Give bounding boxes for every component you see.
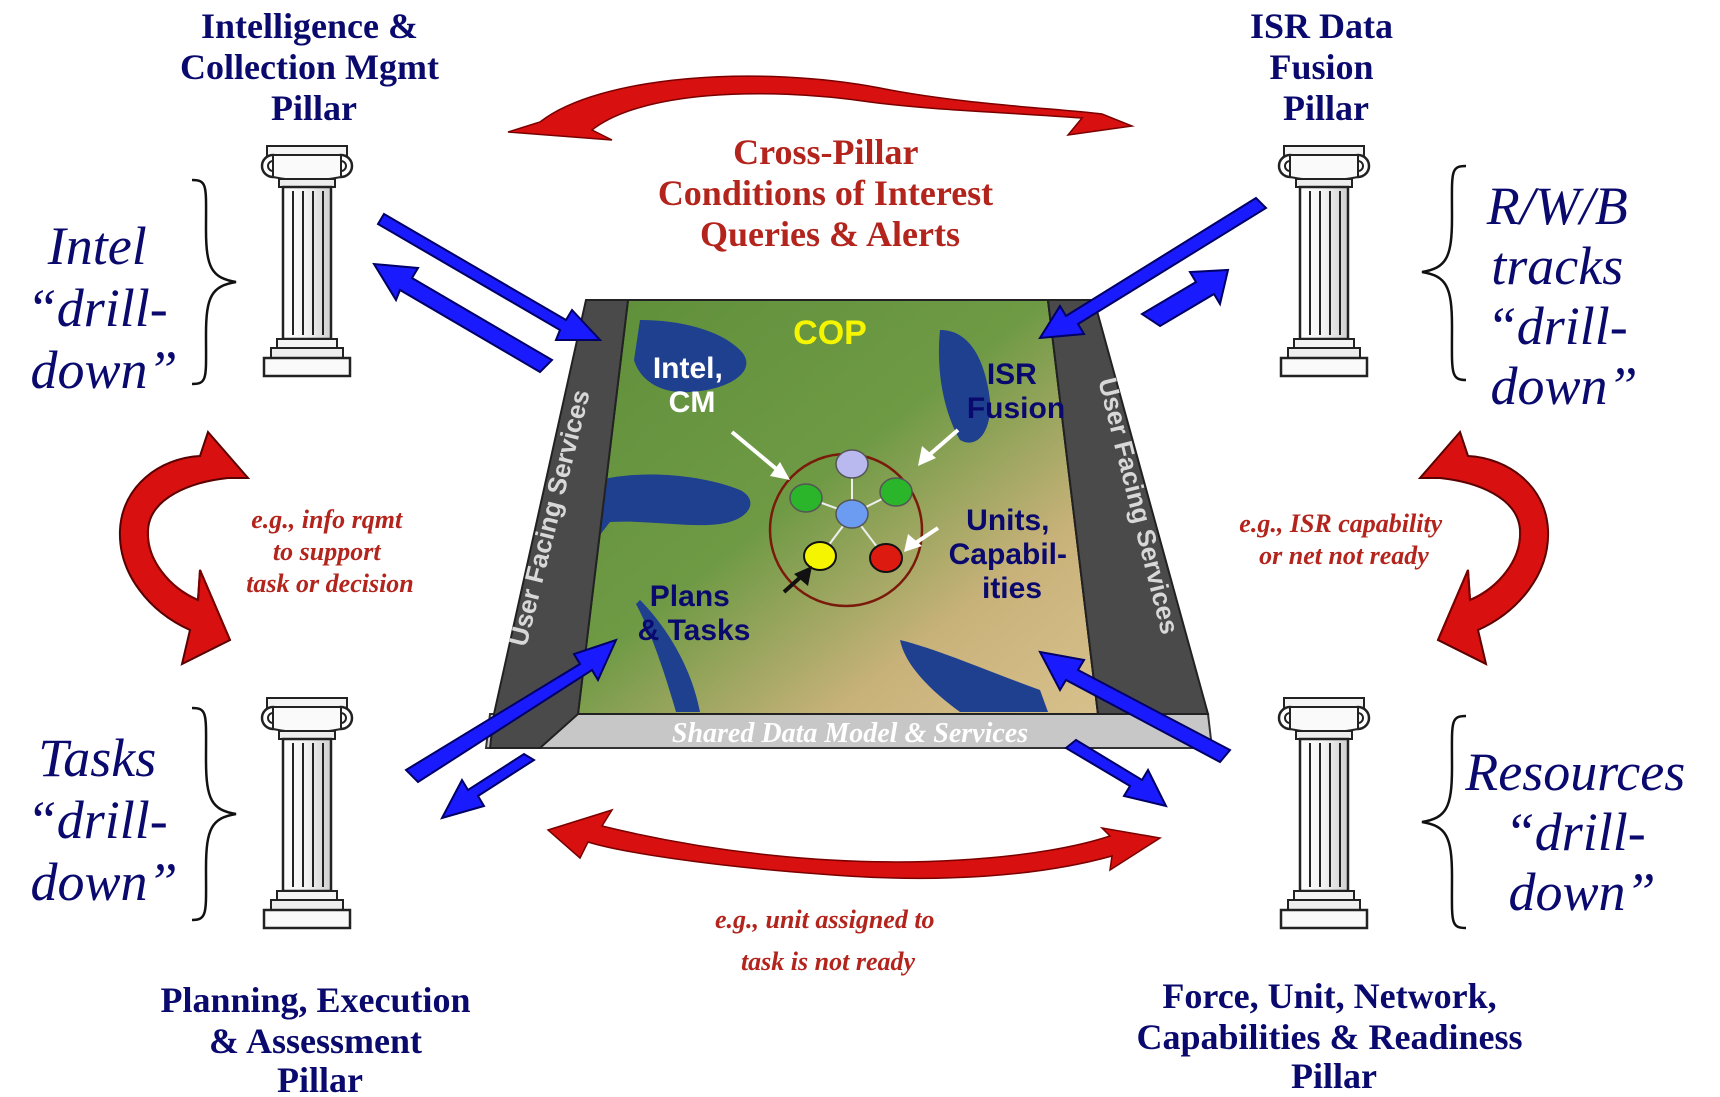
pillar-title-intelligence: Intelligence & Collection Mgmt Pillar xyxy=(180,6,448,128)
pointer-arrow-isr xyxy=(918,428,960,466)
intel-cm-label: Intel, CM xyxy=(653,352,731,419)
pointer-arrow-intel xyxy=(730,430,790,480)
isr-fusion-label: ISR Fusion xyxy=(967,358,1065,425)
node-hub xyxy=(768,449,924,608)
cop-platform xyxy=(484,299,1214,749)
red-curved-arrow-right xyxy=(1417,430,1550,666)
caspian-sea xyxy=(938,330,991,443)
red-curved-arrow-bottom xyxy=(546,808,1163,880)
node-red xyxy=(869,543,903,573)
blue-arrows-top-left xyxy=(372,212,603,374)
mediterranean-sea xyxy=(596,474,751,540)
drilldown-tracks: R/W/B tracks “drill- down” xyxy=(1486,176,1642,416)
blue-arrows-bottom-left xyxy=(404,638,618,820)
red-curved-arrow-top xyxy=(507,75,1135,141)
node-green-left xyxy=(789,483,823,513)
node-blue-center xyxy=(835,499,869,529)
drilldown-resources: Resources “drill- down” xyxy=(1464,742,1698,922)
pillar-column-icon-bottom-left xyxy=(260,696,354,930)
red-curved-arrow-left xyxy=(118,430,251,666)
curly-brace-icon-bottom-right xyxy=(1421,714,1467,930)
pillar-title-planning: Planning, Execution & Assessment Pillar xyxy=(160,980,479,1097)
cop-label: COP xyxy=(793,314,867,352)
example-right: e.g., ISR capability or net not ready xyxy=(1239,509,1448,570)
pillar-column-icon-top-left xyxy=(260,144,354,378)
left-service-wall xyxy=(488,299,630,749)
cross-pillar-title: Cross-Pillar Conditions of Interest Quer… xyxy=(658,132,1002,254)
curly-brace-icon-bottom-left xyxy=(191,706,237,922)
shared-data-model-label: Shared Data Model & Services xyxy=(672,718,1028,749)
black-sea xyxy=(634,320,747,393)
persian-gulf xyxy=(900,640,1048,712)
curly-brace-icon-top-left xyxy=(191,178,237,386)
drilldown-intel: Intel “drill- down” xyxy=(27,216,182,400)
curly-brace-icon-top-right xyxy=(1421,164,1467,382)
pillar-title-isr: ISR Data Fusion Pillar xyxy=(1250,6,1402,128)
blue-arrows-top-right xyxy=(1038,196,1268,340)
pillar-column-icon-bottom-right xyxy=(1277,696,1371,930)
red-sea xyxy=(636,600,700,712)
example-bottom: e.g., unit assigned to task is not ready xyxy=(715,905,941,976)
units-capabilities-label: Units, Capabil- ities xyxy=(949,504,1076,605)
pillar-title-force: Force, Unit, Network, Capabilities & Rea… xyxy=(1136,976,1531,1096)
plans-tasks-label: Plans & Tasks xyxy=(638,580,751,647)
example-left: e.g., info rqmt to support task or decis… xyxy=(246,505,414,598)
pillar-column-icon-top-right xyxy=(1277,144,1371,378)
drilldown-tasks: Tasks “drill- down” xyxy=(27,728,182,912)
pointer-arrow-plans xyxy=(782,566,812,594)
node-green-right xyxy=(879,477,913,507)
pointer-arrow-units xyxy=(904,526,940,552)
node-lavender xyxy=(835,449,869,479)
blue-arrows-bottom-right xyxy=(1038,650,1232,808)
node-yellow xyxy=(803,541,837,571)
